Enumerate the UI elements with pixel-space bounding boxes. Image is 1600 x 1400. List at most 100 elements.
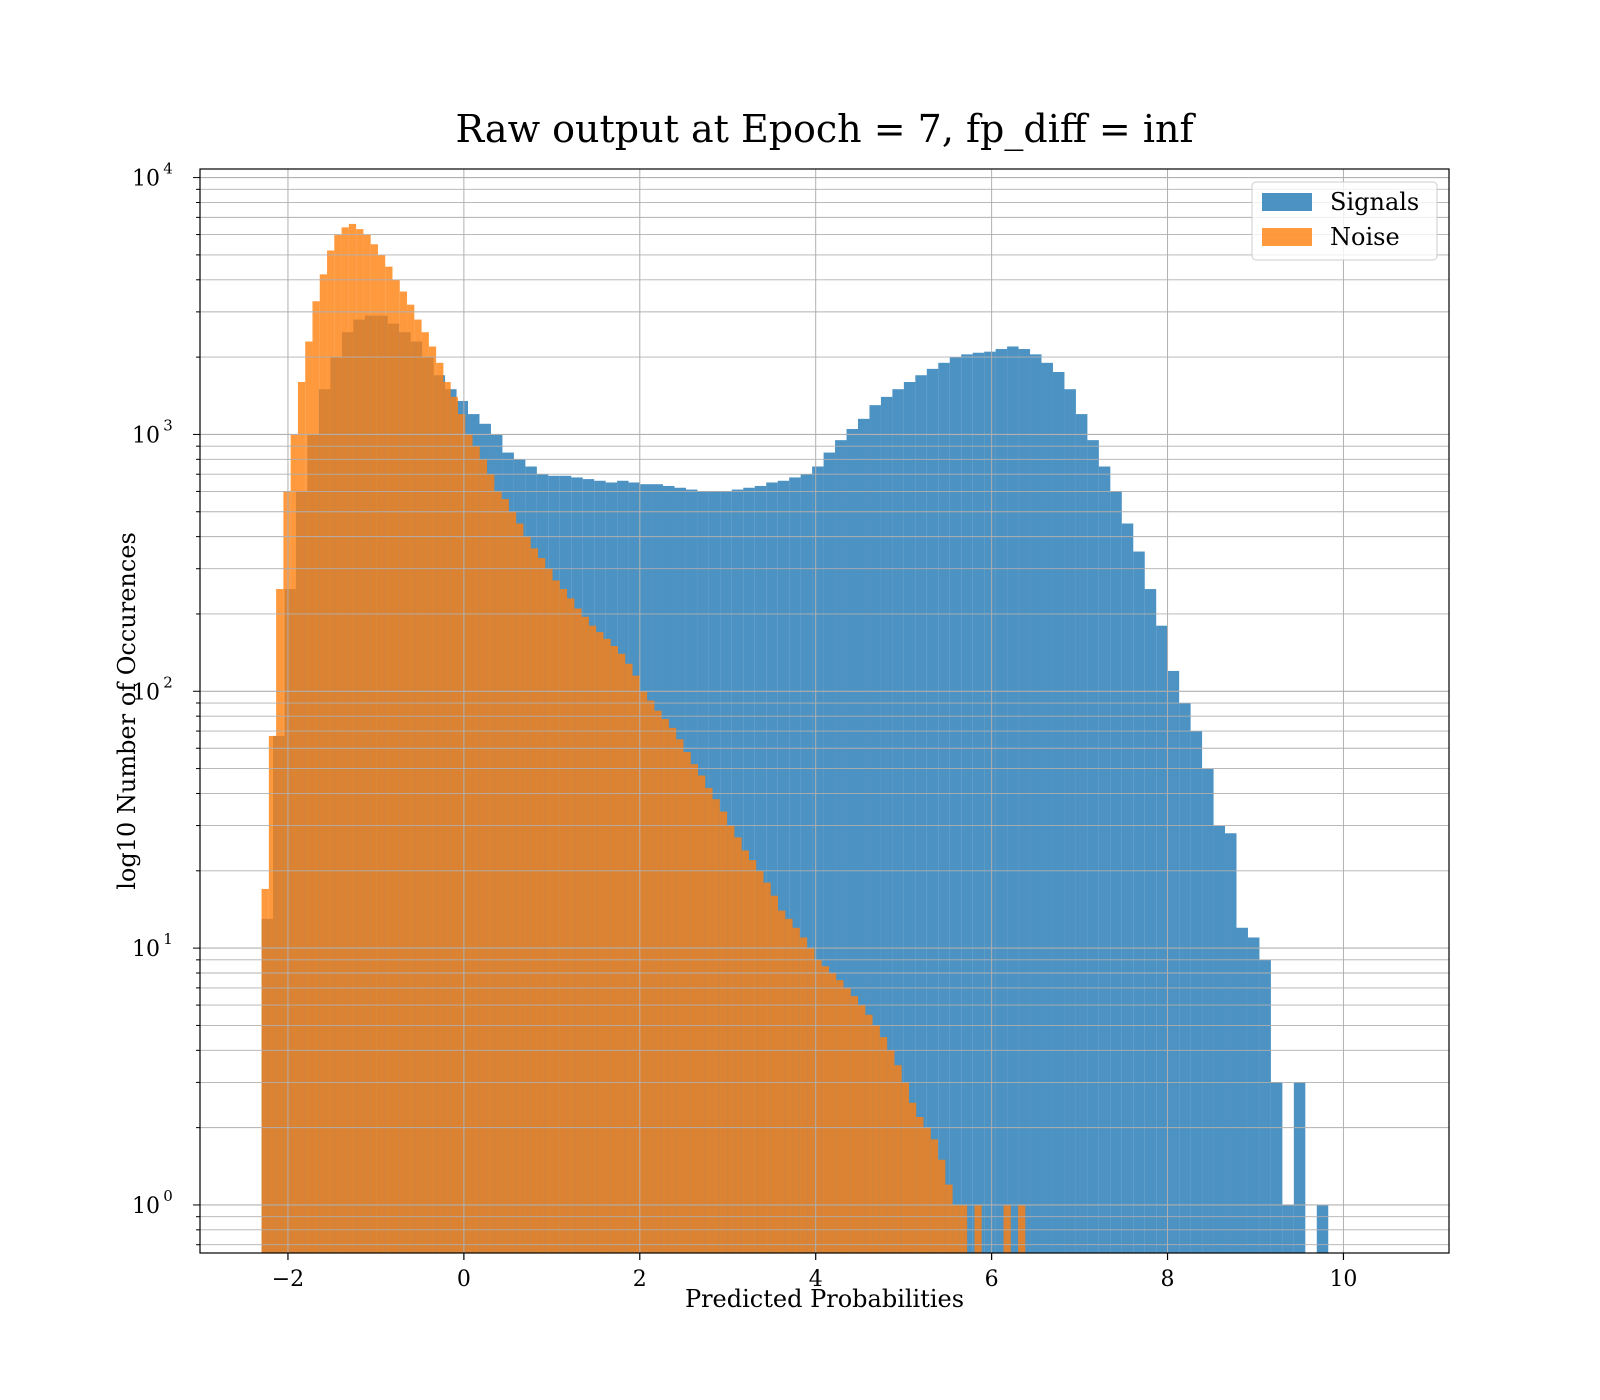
signals-bar [1167,670,1180,1253]
noise-bar [479,459,488,1253]
noise-bar [763,882,771,1253]
noise-bar [727,825,735,1253]
signals-bar [1007,346,1019,1254]
signals-bar [926,368,939,1253]
y-axis-label: log10 Number of Occurences [113,532,141,890]
signals-bar [1156,625,1168,1253]
noise-bar [457,414,466,1254]
noise-bar [705,788,713,1253]
y-tick-exponent: 2 [163,673,173,691]
signals-bar [880,396,893,1253]
signals-bar [789,477,801,1253]
signals-bar [1121,523,1134,1253]
noise-bar [472,446,480,1253]
signals-bar [1202,768,1214,1253]
y-tick-label: 10 [132,937,160,962]
signals-bar [869,405,881,1253]
noise-bar [887,1050,895,1253]
y-tick-label: 10 [132,680,160,705]
noise-bar [523,536,531,1253]
y-tick-label: 10 [132,423,160,448]
legend-label-noise: Noise [1330,223,1400,251]
noise-bar [734,837,742,1253]
plot-frame [199,168,1450,1254]
y-tick-exponent: 0 [163,1187,173,1205]
signals-bar [938,362,950,1254]
legend-label-signals: Signals [1330,188,1419,216]
signals-bar [1259,959,1271,1253]
signals-bar [1179,703,1191,1253]
noise-bar [312,301,320,1253]
legend: Signals Noise [1251,181,1438,261]
signals-bar [823,452,836,1253]
x-tick-label: 10 [1329,1267,1357,1292]
noise-bar [901,1082,909,1253]
noise-bar [668,727,677,1253]
signals-bar [1225,833,1237,1253]
noise-bar [363,234,371,1253]
signals-bar [1144,589,1157,1253]
signals-bar [1282,1204,1294,1253]
noise-bar [465,434,473,1253]
noise-bar [377,254,386,1253]
noise-bar [843,987,851,1253]
noise-bar [683,752,691,1253]
noise-bar [516,523,524,1253]
noise-bar [436,362,444,1254]
signals-bar [961,354,973,1254]
noise-bar [785,918,793,1253]
signals-bar [1030,354,1042,1254]
noise-bar [414,319,422,1254]
noise-bar [676,739,684,1253]
noise-bar [501,499,509,1254]
legend-swatch-signals [1262,193,1312,211]
signals-bar [1052,372,1065,1253]
noise-bar [356,229,364,1253]
noise-bar [319,274,328,1254]
signals-bar [1133,551,1145,1253]
x-tick-label: 0 [457,1267,471,1292]
noise-bar [567,598,575,1253]
noise-bar [334,234,342,1253]
noise-bar [261,888,269,1253]
noise-bar [647,700,655,1253]
noise-bar [828,973,837,1253]
noise-bar [930,1139,939,1253]
noise-bar [588,625,597,1253]
noise-bar [276,589,284,1253]
signals-bar [1110,491,1122,1253]
noise-bar [923,1127,931,1253]
noise-bar [894,1065,902,1253]
noise-bar [1018,1204,1026,1253]
noise-bar [792,927,800,1253]
noise-bar [938,1159,946,1253]
signals-bar [1316,1204,1329,1253]
noise-bar [858,1005,866,1253]
y-tick-label: 10 [132,1194,160,1219]
noise-bar [1003,1204,1011,1253]
signals-bar [1270,1082,1283,1253]
signals-bar [800,474,813,1254]
noise-bar [596,632,604,1253]
noise-bar [392,279,400,1253]
noise-bar [807,948,815,1253]
noise-bar [879,1037,888,1253]
noise-bar [603,638,611,1253]
y-tick-exponent: 1 [163,930,173,948]
x-tick-label: 4 [809,1267,823,1292]
noise-bar [756,870,764,1253]
noise-bar [450,396,458,1253]
noise-bar [850,996,859,1253]
signals-bar [754,485,767,1254]
signals-bar [812,466,824,1253]
x-tick-label: −2 [272,1267,304,1292]
signals-bar [766,482,778,1254]
noise-bar [428,346,437,1254]
noise-bar [661,718,669,1253]
noise-bar [814,959,822,1253]
signals-bar [903,382,916,1253]
noise-bar [297,382,306,1253]
x-axis-label: Predicted Probabilities [685,1285,964,1313]
